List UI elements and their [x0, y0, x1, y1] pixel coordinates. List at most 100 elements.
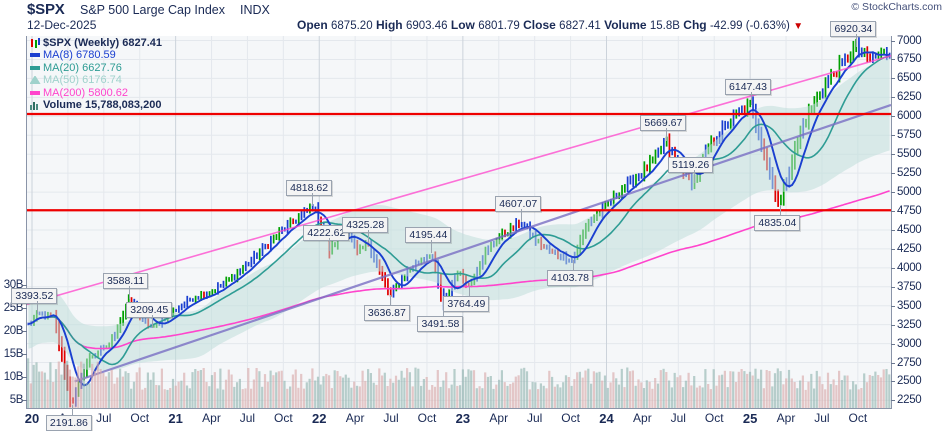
callout-leader-line [71, 404, 73, 416]
stockcharts-branding: © StockCharts.com [851, 1, 942, 13]
legend-row-ma20-series: MA(20) 6627.76 [30, 62, 162, 74]
legend-label-ma200-series: MA(200) 5800.62 [43, 86, 128, 99]
left-axis-line [26, 36, 27, 409]
price-tick-mark [891, 211, 895, 212]
volume-tick-mark [23, 400, 27, 401]
callout-leader-line [128, 286, 130, 300]
price-tick-label-6750: 6750 [897, 53, 922, 66]
price-tick-label-6500: 6500 [897, 72, 922, 85]
time-tick-25-20: 25 [742, 411, 758, 426]
price-callout-5119.26: 5119.26 [668, 157, 714, 174]
price-callout-4818.62: 4818.62 [286, 179, 333, 196]
callout-leader-line [312, 192, 314, 206]
callout-leader-line [694, 170, 695, 184]
legend-row-ma50-series: MA(50) 6176.74 [30, 74, 162, 86]
line-icon [30, 53, 40, 58]
ohlc-summary-bar: Open 6875.20 High 6903.46 Low 6801.79 Cl… [297, 18, 803, 32]
close-value: 6827.41 [559, 20, 601, 32]
price-tick-mark [891, 381, 895, 383]
volume-label: Volume [604, 18, 647, 32]
legend-row-ma8-series: MA(8) 6780.59 [30, 49, 162, 61]
price-tick-label-3000: 3000 [897, 337, 922, 350]
line-icon [30, 90, 40, 95]
price-tick-mark [891, 343, 895, 345]
price-tick-label-6000: 6000 [897, 110, 922, 123]
price-tick-label-3500: 3500 [897, 299, 922, 312]
price-callout-3588.11: 3588.11 [102, 273, 149, 290]
right-axis-line [891, 36, 892, 409]
price-callout-5669.67: 5669.67 [640, 115, 687, 132]
price-callout-4103.78: 4103.78 [547, 269, 594, 286]
price-tick-mark [891, 286, 895, 288]
time-tick-21-4: 21 [168, 411, 183, 426]
price-tick-mark [891, 40, 895, 42]
callout-leader-line [521, 208, 523, 222]
price-tick-label-5000: 5000 [897, 186, 922, 199]
callout-leader-line [329, 237, 331, 251]
price-callout-3764.49: 3764.49 [443, 295, 490, 312]
time-tick-Oct-11: Oct [417, 411, 437, 425]
time-tick-Jul-18: Jul [670, 411, 686, 425]
time-tick-20-0: 20 [24, 411, 40, 426]
price-tick-mark [891, 97, 895, 99]
price-tick-mark [891, 135, 895, 137]
price-tick-label-7000: 7000 [897, 34, 922, 47]
callout-leader-line [751, 92, 753, 106]
series-legend: $SPX (Weekly) 6827.41 MA(8) 6780.59 MA(20)… [30, 37, 162, 111]
price-tick-mark [891, 267, 895, 269]
price-tick-label-4500: 4500 [897, 223, 922, 236]
time-tick-Jul-10: Jul [383, 411, 399, 425]
change-label: Chg [683, 18, 707, 32]
price-tick-label-3250: 3250 [897, 318, 922, 331]
volume-tick-mark [23, 308, 27, 309]
time-tick-23-12: 23 [455, 411, 471, 426]
volume-tick-label-20B: 20B [3, 325, 24, 337]
price-tick-label-2250: 2250 [897, 394, 922, 407]
callout-leader-line [152, 314, 154, 328]
volume-tick-label-5B: 5B [9, 394, 24, 406]
price-callout-2191.86: 2191.86 [45, 414, 92, 431]
price-callout-6920.34: 6920.34 [830, 20, 877, 37]
price-tick-label-4750: 4750 [897, 205, 922, 217]
price-tick-label-2500: 2500 [897, 375, 922, 388]
callout-leader-line [431, 240, 433, 254]
open-value: 6875.20 [331, 20, 373, 32]
volume-tick-mark [23, 354, 27, 355]
volume-tick-label-10B: 10B [3, 371, 24, 383]
price-tick-mark [891, 78, 895, 80]
high-label: High [375, 18, 403, 32]
bottom-axis-line [26, 408, 892, 409]
price-tick-label-5750: 5750 [897, 129, 922, 142]
volume-tick-mark [23, 331, 27, 332]
price-axis: 7000 6750 6500 6250 6000 5750 5500 5250 5000 4750… [891, 34, 946, 408]
callout-leader-line [573, 259, 575, 271]
callout-leader-line [666, 128, 668, 142]
price-tick-mark [891, 154, 895, 156]
high-value: 6903.46 [405, 20, 448, 32]
time-tick-Oct-15: Oct [561, 411, 580, 425]
legend-label-ma50-series: MA(50) 6176.74 [43, 74, 122, 87]
price-callout-4325.28: 4325.28 [342, 217, 389, 234]
callout-leader-line [389, 295, 391, 307]
callout-leader-line [469, 285, 471, 297]
price-tick-label-2750: 2750 [897, 356, 922, 369]
callout-leader-line [368, 230, 370, 244]
legend-label-ma8-series: MA(8) 6780.59 [43, 49, 116, 62]
candlestick-icon [30, 38, 40, 48]
line-icon [30, 65, 40, 70]
price-tick-mark [891, 59, 895, 61]
price-tick-label-4250: 4250 [897, 242, 922, 255]
price-tick-mark [891, 324, 895, 326]
price-tick-mark [891, 173, 895, 175]
legend-label-ma20-series: MA(20) 6627.76 [43, 61, 122, 74]
volume-tick-mark [23, 285, 27, 286]
time-tick-Jul-6: Jul [239, 411, 256, 425]
time-tick-Oct-3: Oct [130, 411, 150, 425]
close-label: Close [523, 18, 556, 32]
price-tick-label-4000: 4000 [897, 261, 922, 274]
callout-leader-line [780, 204, 782, 216]
time-tick-Apr-17: Apr [633, 411, 652, 425]
low-label: Low [450, 18, 475, 32]
chart-header: $SPX S&P 500 Large Cap Index INDX 12-Dec… [0, 0, 946, 36]
